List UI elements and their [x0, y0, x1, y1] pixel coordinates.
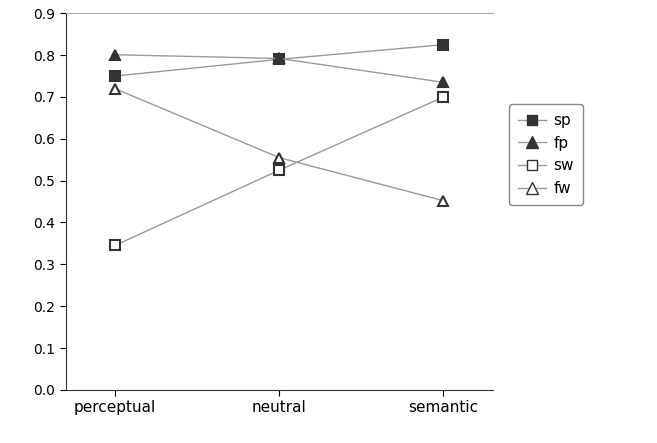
sw: [275, 167, 283, 173]
fp: [275, 56, 283, 61]
sw: [440, 94, 447, 100]
sp: [111, 74, 119, 79]
Line: sw: sw: [110, 92, 448, 250]
Line: fp: fp: [110, 50, 448, 87]
sp: [440, 42, 447, 47]
Line: sp: sp: [110, 40, 448, 81]
fw: [440, 198, 447, 203]
Legend: sp, fp, sw, fw: sp, fp, sw, fw: [509, 104, 583, 205]
sp: [275, 57, 283, 62]
sw: [111, 243, 119, 248]
fp: [111, 52, 119, 58]
fp: [440, 80, 447, 85]
Line: fw: fw: [110, 84, 448, 206]
fw: [275, 155, 283, 160]
fw: [111, 86, 119, 91]
